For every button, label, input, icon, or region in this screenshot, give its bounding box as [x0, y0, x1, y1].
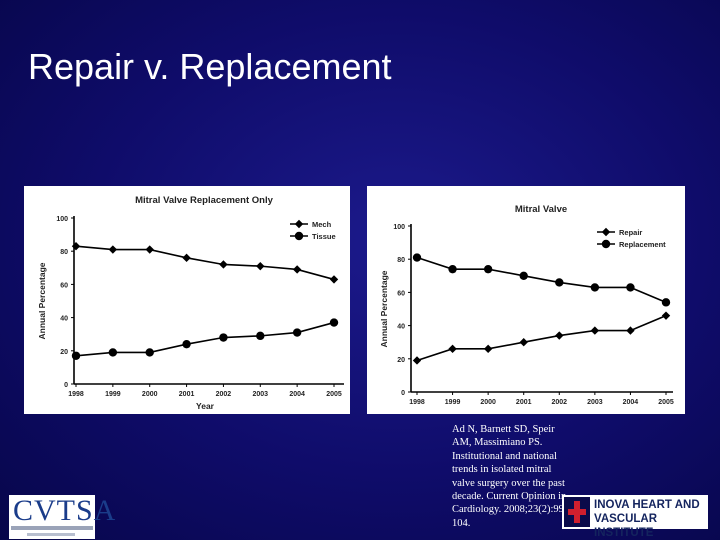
chart-1-y-tick-label: 20	[60, 349, 68, 356]
chart-1-svg: Mitral Valve Replacement Only 0 20 40 60 80 10…	[37, 195, 344, 411]
chart-mitral-valve: Mitral Valve 0 20 40 60 80 100 1998 1999 2000 2001…	[367, 186, 685, 414]
chart-2-y-tick-label: 20	[397, 357, 405, 364]
chart-1-legend-1-label: Tissue	[312, 232, 336, 241]
chart-1-series-1-point	[329, 318, 339, 327]
slide-title: Repair v. Replacement	[28, 46, 392, 87]
inova-cross-icon	[564, 497, 590, 527]
chart-1-series-1-point	[219, 333, 228, 342]
chart-2-series-0-point	[448, 344, 457, 354]
chart-2-series-1-point	[412, 253, 422, 262]
chart-2-y-tick-label: 80	[397, 257, 405, 264]
chart-2-series-1-point	[483, 264, 493, 274]
chart-2-y-tick-label: 60	[397, 290, 405, 297]
chart-2-y-tick-label: 40	[397, 324, 405, 331]
chart-2-x-tick-label: 2004	[623, 399, 639, 406]
chart-2-y-label: Annual Percentage	[379, 270, 389, 347]
chart-1-x-label: Year	[196, 401, 215, 411]
chart-1-series-0-point	[71, 242, 81, 251]
chart-1-x-tick-label: 2001	[179, 391, 195, 398]
chart-1-series-0-point	[329, 275, 339, 284]
chart-1-series-0-line	[75, 245, 335, 281]
inova-logo: INOVA HEART AND VASCULAR INSTITUTE	[562, 495, 708, 539]
chart-2-series-1-point	[626, 283, 635, 292]
chart-2-x-tick-label: 1998	[409, 399, 425, 406]
chart-1-x-tick-label: 2003	[252, 391, 268, 398]
chart-2-series-0-point	[519, 338, 528, 347]
chart-1-legend-0-marker	[294, 219, 304, 229]
chart-1-y-tick-label: 0	[64, 382, 68, 389]
chart-2-x-tick-label: 2005	[658, 399, 674, 406]
chart-2-series-1-point	[448, 264, 457, 274]
chart-1-series-0-point	[219, 260, 228, 269]
chart-1-series-1-point	[108, 348, 118, 357]
chart-1-series-1-point	[256, 331, 265, 341]
chart-1-legend-1-marker	[294, 231, 304, 241]
chart-1-series-0-point	[292, 265, 302, 274]
chart-1-series-0-point	[108, 245, 118, 254]
chart-2-series-1-line	[416, 256, 667, 304]
chart-2-series-0-point	[590, 326, 600, 335]
inova-logo-line-1: INOVA HEART AND	[594, 499, 700, 511]
chart-mitral-valve-replacement-only: Mitral Valve Replacement Only 0 20 40 60 80 10…	[24, 186, 350, 414]
chart-1-x-tick-label: 2002	[216, 391, 232, 398]
chart-2-series-1-point	[590, 283, 600, 292]
chart-2-series-0-point	[412, 356, 422, 365]
chart-2-series-0-line	[416, 314, 667, 362]
chart-2-legend-1-marker	[601, 239, 611, 249]
chart-1-x-tick-label: 2004	[289, 391, 305, 398]
chart-1-title: Mitral Valve Replacement Only	[135, 195, 274, 206]
chart-1-series-1-point	[71, 351, 81, 360]
chart-1-series-0-point	[145, 245, 154, 254]
chart-1-series-0-point	[182, 253, 191, 263]
chart-2-x-tick-label: 2001	[516, 399, 532, 406]
chart-2-x-tick-label: 1999	[445, 399, 461, 406]
chart-1-x-tick-label: 1998	[68, 391, 84, 398]
chart-1-x-tick-label: 1999	[105, 391, 121, 398]
citation: Ad N, Barnett SD, Speir AM, Massimiano P…	[452, 424, 568, 529]
chart-2-series-1-point	[661, 298, 671, 307]
chart-1-legend-0-label: Mech	[312, 220, 332, 229]
chart-1-series-0-point	[256, 261, 265, 271]
chart-1-series-1-point	[292, 328, 302, 337]
chart-1-y-label: Annual Percentage	[37, 262, 47, 339]
chart-2-series-0-point	[626, 326, 635, 335]
cvtsa-logo-subline-2	[27, 533, 75, 536]
chart-2-x-tick-label: 2002	[551, 399, 567, 406]
chart-2-series-0-point	[661, 311, 671, 320]
chart-2-y-tick-label: 100	[393, 224, 405, 231]
chart-2-legend-0-label: Repair	[619, 228, 642, 237]
chart-1-series-1-line	[75, 321, 335, 357]
chart-2-x-tick-label: 2000	[480, 399, 496, 406]
chart-1-y-tick-label: 60	[60, 282, 68, 289]
chart-2-x-tick-label: 2003	[587, 399, 603, 406]
cvtsa-logo-subline	[11, 526, 93, 530]
chart-2-y-tick-label: 0	[401, 390, 405, 397]
chart-1-y-tick-label: 80	[60, 249, 68, 256]
chart-2-series-0-point	[483, 344, 493, 354]
chart-2-series-1-point	[555, 278, 564, 287]
inova-logo-line-2: VASCULAR INSTITUTE	[594, 513, 658, 539]
chart-1-x-tick-label: 2005	[326, 391, 342, 398]
chart-1-y-tick-label: 40	[60, 316, 68, 323]
cvtsa-logo: CVTSA	[9, 495, 115, 539]
chart-2-series-0-point	[555, 331, 564, 340]
chart-2-svg: Mitral Valve 0 20 40 60 80 100 1998 1999 2000 2001…	[379, 204, 674, 406]
chart-1-y-tick-label: 100	[56, 216, 68, 223]
chart-2-legend-1-label: Replacement	[619, 240, 666, 249]
chart-2-legend-0-marker	[601, 227, 611, 237]
chart-1-series-1-point	[182, 339, 191, 349]
chart-1-series-1-point	[145, 348, 154, 357]
chart-2-title: Mitral Valve	[515, 204, 567, 215]
inova-logo-text: INOVA HEART AND VASCULAR INSTITUTE	[594, 498, 708, 540]
chart-1-x-tick-label: 2000	[142, 391, 158, 398]
chart-2-series-1-point	[519, 271, 528, 280]
cvtsa-logo-text: CVTSA	[13, 494, 117, 527]
